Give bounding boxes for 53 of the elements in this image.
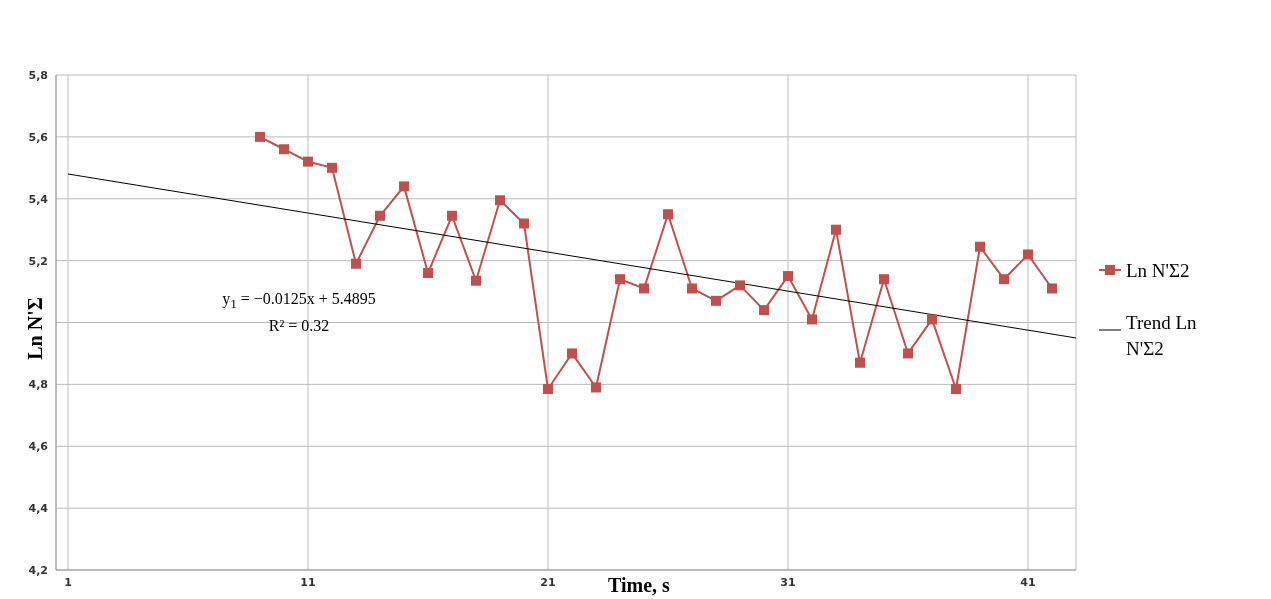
point — [255, 131, 265, 142]
point — [543, 384, 553, 395]
point — [735, 280, 745, 291]
y-tick-label: 5,4 — [28, 192, 49, 206]
legend-label: Ln N'Σ2 — [1126, 259, 1191, 283]
point — [423, 268, 433, 278]
point — [495, 195, 505, 206]
x-tick-label: 11 — [300, 575, 316, 589]
point — [351, 258, 361, 269]
y-tick-label: 5,6 — [28, 130, 49, 144]
point — [1047, 283, 1057, 294]
y-tick-label: 4,8 — [28, 378, 48, 392]
x-tick-label: 41 — [1020, 575, 1036, 589]
point — [903, 348, 913, 359]
point — [831, 224, 841, 235]
point — [951, 384, 961, 395]
x-tick-label: 21 — [540, 575, 556, 589]
point — [711, 295, 721, 306]
y-tick-label: 4,6 — [28, 440, 49, 454]
point — [639, 283, 649, 294]
point — [975, 241, 985, 252]
point — [591, 382, 601, 393]
point — [999, 274, 1009, 285]
annotation: y$_{1}$ = −0.0125x + 5.4895 — [221, 289, 377, 314]
point — [375, 210, 385, 221]
legend-label: Trend Ln N'Σ2 — [1126, 311, 1198, 361]
point — [783, 271, 793, 282]
point — [303, 156, 313, 167]
point — [471, 275, 481, 286]
point — [687, 283, 697, 294]
annotation: R² = 0.32 — [267, 316, 331, 337]
point — [447, 210, 457, 221]
y-tick-label: 5,8 — [28, 68, 48, 82]
y-tick-label: 4,2 — [28, 563, 48, 577]
point — [807, 314, 817, 325]
point — [1023, 249, 1033, 260]
point — [927, 314, 937, 325]
point — [879, 274, 889, 285]
point — [327, 162, 337, 173]
point — [519, 218, 529, 229]
point — [615, 274, 625, 285]
x-tick-label: 31 — [780, 575, 796, 589]
y-tick-label: 4,4 — [28, 502, 49, 516]
point — [399, 181, 409, 192]
x-axis-title: Time, s — [608, 574, 670, 597]
point — [279, 144, 289, 155]
point — [759, 305, 769, 316]
point — [663, 209, 673, 220]
y-axis-title: Ln N'Σ — [23, 296, 47, 360]
point — [855, 357, 865, 368]
x-tick-label: 1 — [64, 575, 72, 589]
point — [567, 348, 577, 359]
y-tick-label: 5,2 — [28, 254, 48, 268]
